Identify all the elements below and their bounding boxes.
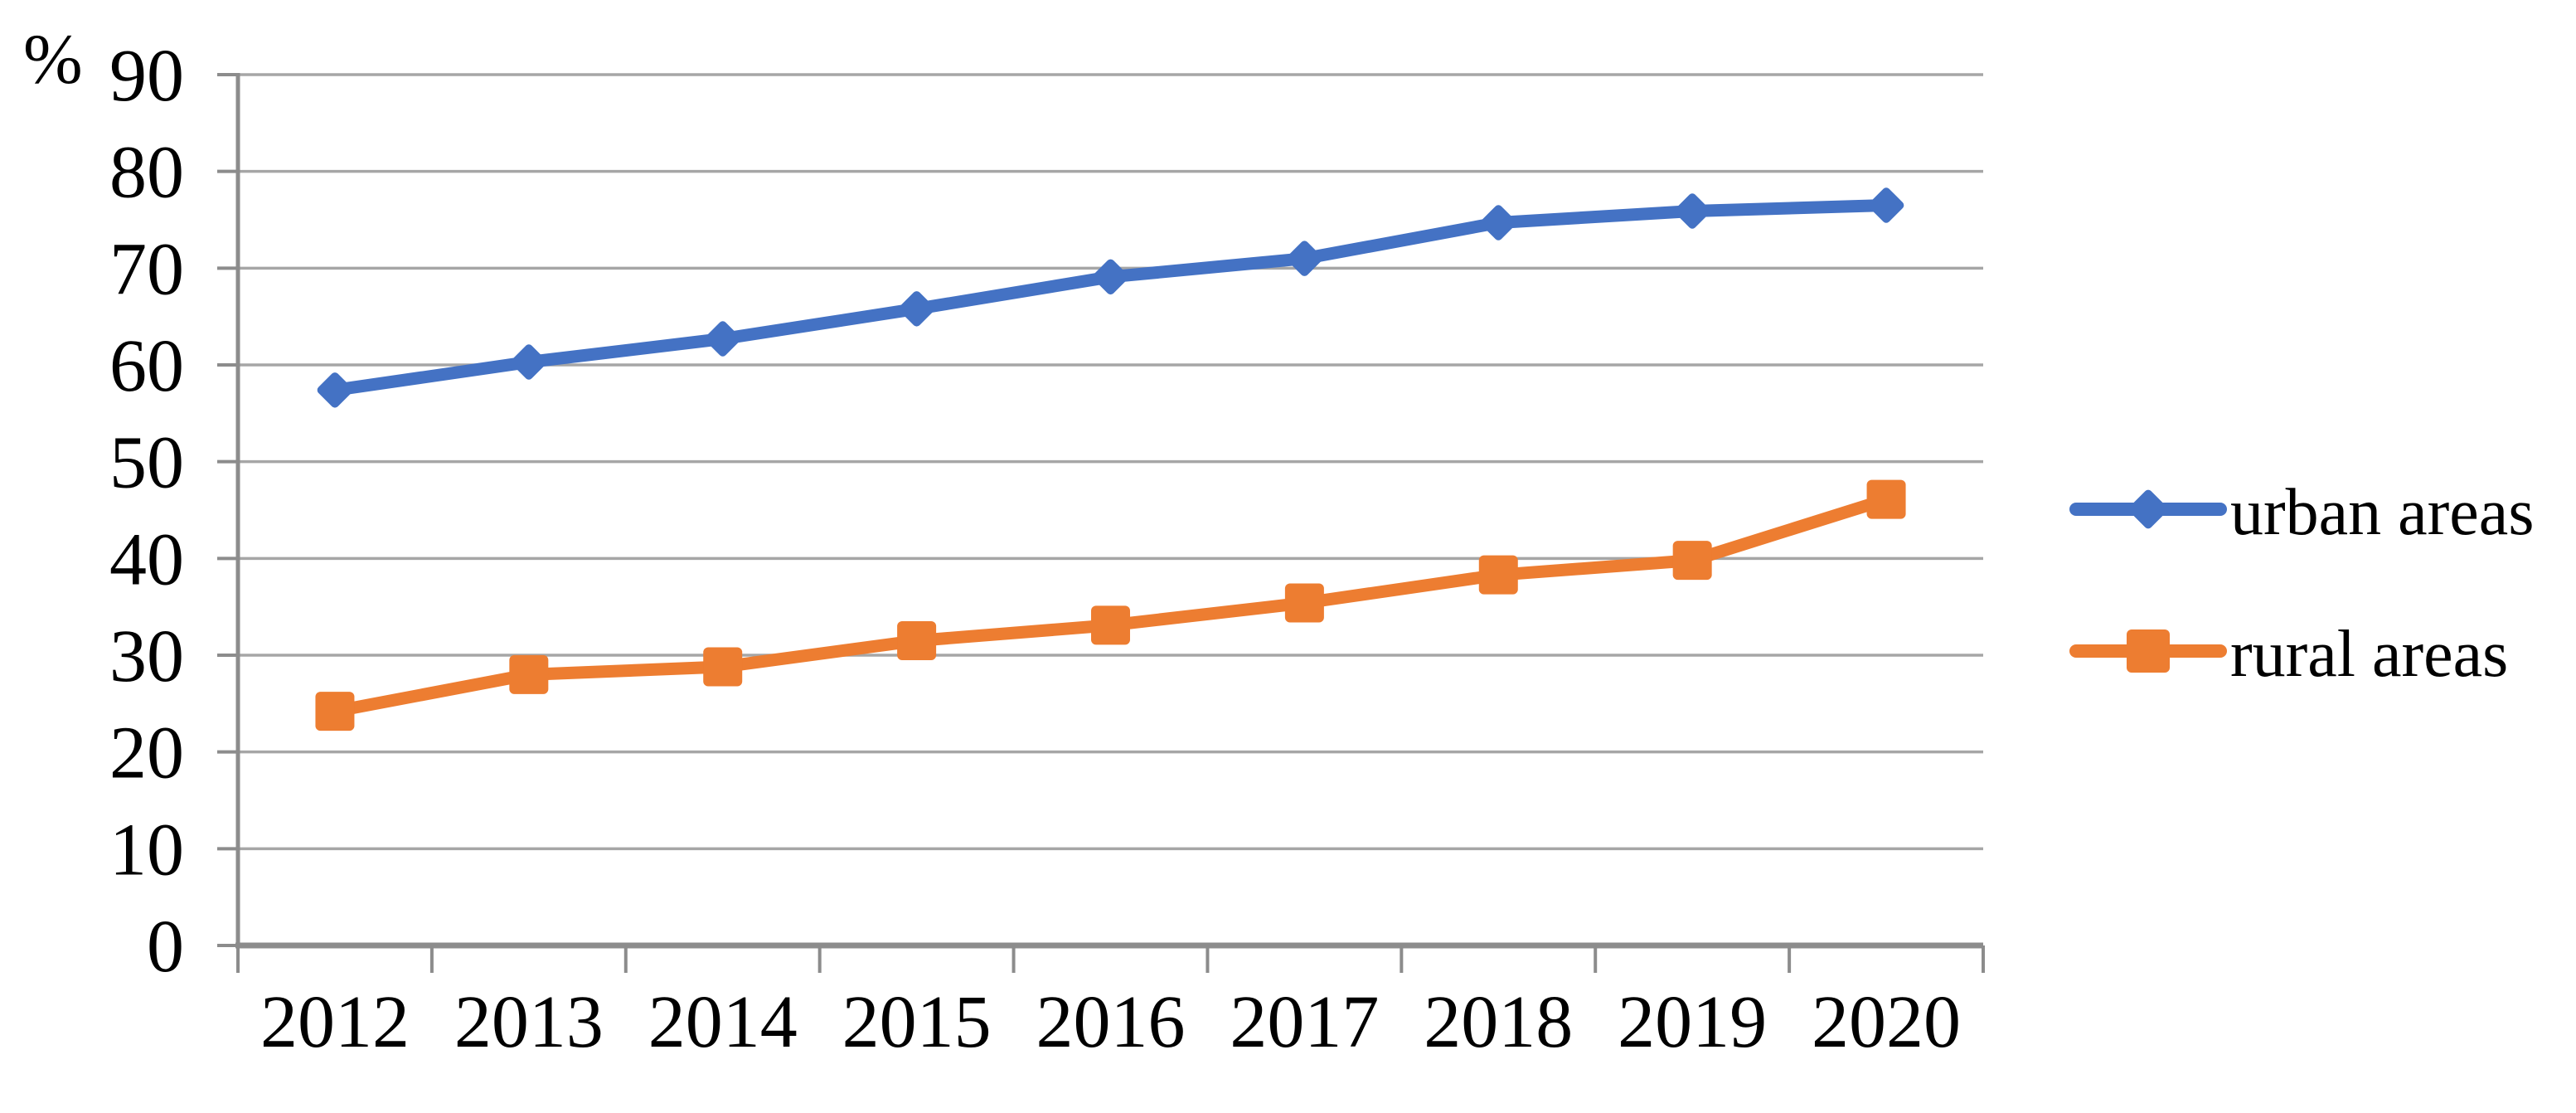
y-axis-tick-label: 40 [109, 518, 184, 600]
x-axis-tick-label: 2015 [842, 981, 992, 1063]
marker-diamond [1481, 205, 1516, 241]
x-axis-tick-label: 2017 [1230, 981, 1379, 1063]
series-urban-areas [317, 187, 1904, 408]
series-rural-areas [315, 479, 1906, 731]
marker-diamond [1093, 259, 1128, 295]
axes: 0 10 20 30 40 50 60 70 80 90 2012 2013 2014 2015 2016 2… [109, 35, 1985, 1063]
y-axis-tick-label: 60 [109, 325, 184, 407]
marker-diamond [317, 372, 353, 408]
y-axis-tick-label: 80 [109, 132, 184, 214]
marker-square [703, 647, 743, 687]
marker-square [315, 692, 355, 731]
x-axis-tick-label: 2014 [648, 981, 798, 1063]
legend-label-rural-areas: rural areas [2230, 618, 2508, 691]
x-axis-tick-label: 2020 [1812, 981, 1961, 1063]
marker-diamond [511, 344, 547, 380]
gridlines [238, 73, 1983, 851]
x-axis-tick-label: 2016 [1036, 981, 1186, 1063]
legend-item-rural-areas [2069, 629, 2227, 673]
marker-diamond [705, 321, 740, 357]
marker-diamond [1674, 193, 1710, 229]
y-axis-tick-label: 90 [109, 35, 184, 117]
y-axis-tick-label: 0 [147, 906, 184, 988]
marker-square [1284, 583, 1324, 623]
legend [2069, 489, 2227, 673]
series-line-urban-areas [328, 199, 1893, 396]
x-axis-tick-label: 2019 [1618, 981, 1767, 1063]
y-axis-tick-label: 10 [109, 809, 184, 891]
y-axis-tick-label: 20 [109, 712, 184, 795]
marker-square [1478, 555, 1518, 595]
y-axis-tick-label: 30 [109, 615, 184, 697]
y-axis-unit-label: % [23, 19, 83, 99]
marker-diamond [1868, 187, 1904, 223]
legend-item-urban-areas [2069, 489, 2227, 529]
marker-square [897, 621, 937, 660]
legend-marker-diamond [2128, 489, 2168, 529]
x-axis-tick-label: 2018 [1424, 981, 1573, 1063]
marker-square [1672, 541, 1712, 581]
marker-square [1866, 479, 1906, 519]
marker-square [1091, 605, 1130, 645]
y-axis-tick-label: 70 [109, 228, 184, 310]
marker-diamond [1287, 241, 1322, 276]
legend-marker-square [2127, 629, 2170, 673]
x-axis-tick-label: 2013 [454, 981, 604, 1063]
marker-diamond [899, 291, 934, 327]
series-line-rural-areas [328, 493, 1893, 718]
legend-label-urban-areas: urban areas [2230, 476, 2534, 549]
marker-square [509, 654, 549, 694]
x-axis-tick-label: 2012 [260, 981, 410, 1063]
y-axis-tick-label: 50 [109, 422, 184, 504]
